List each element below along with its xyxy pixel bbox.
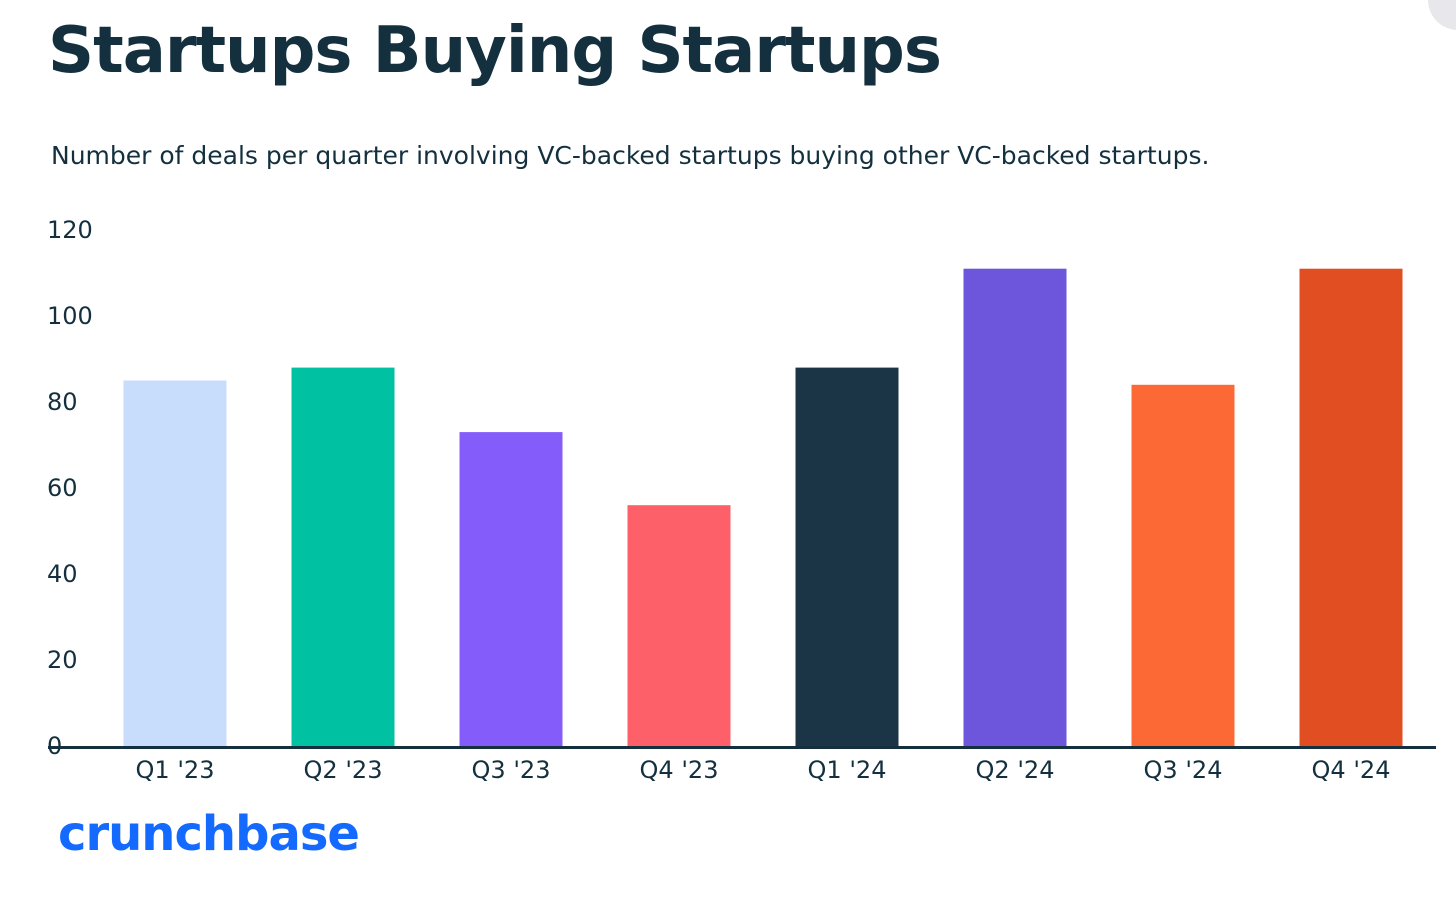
y-tick-label: 80 (47, 388, 78, 416)
y-tick-label: 100 (47, 302, 93, 330)
bar (1131, 384, 1235, 746)
y-tick-label: 40 (47, 560, 78, 588)
x-tick-label: Q2 '24 (976, 756, 1055, 784)
x-tick-label: Q4 '23 (640, 756, 719, 784)
bar (963, 268, 1067, 746)
chart-subtitle: Number of deals per quarter involving VC… (51, 141, 1210, 170)
bar (1299, 268, 1403, 746)
bar (627, 505, 731, 746)
x-tick-label: Q1 '23 (136, 756, 215, 784)
x-tick-label: Q1 '24 (808, 756, 887, 784)
x-tick-label: Q3 '24 (1144, 756, 1223, 784)
bars (123, 268, 1403, 746)
x-tick-label: Q3 '23 (472, 756, 551, 784)
bar (291, 367, 395, 746)
y-tick-label: 120 (47, 216, 93, 244)
crunchbase-logo: crunchbase (58, 806, 360, 862)
x-tick-label: Q2 '23 (304, 756, 383, 784)
bar (459, 432, 563, 746)
y-tick-label: 60 (47, 474, 78, 502)
chart-title: Startups Buying Startups (48, 14, 942, 88)
x-tick-label: Q4 '24 (1312, 756, 1391, 784)
bar (795, 367, 899, 746)
x-axis-labels: Q1 '23 Q2 '23 Q3 '23 Q4 '23 Q1 '24 Q2 '24 Q3 '… (136, 756, 1391, 784)
bar (123, 380, 227, 746)
y-axis-ticks: 020406080100120 (47, 216, 93, 760)
y-tick-label: 20 (47, 646, 78, 674)
